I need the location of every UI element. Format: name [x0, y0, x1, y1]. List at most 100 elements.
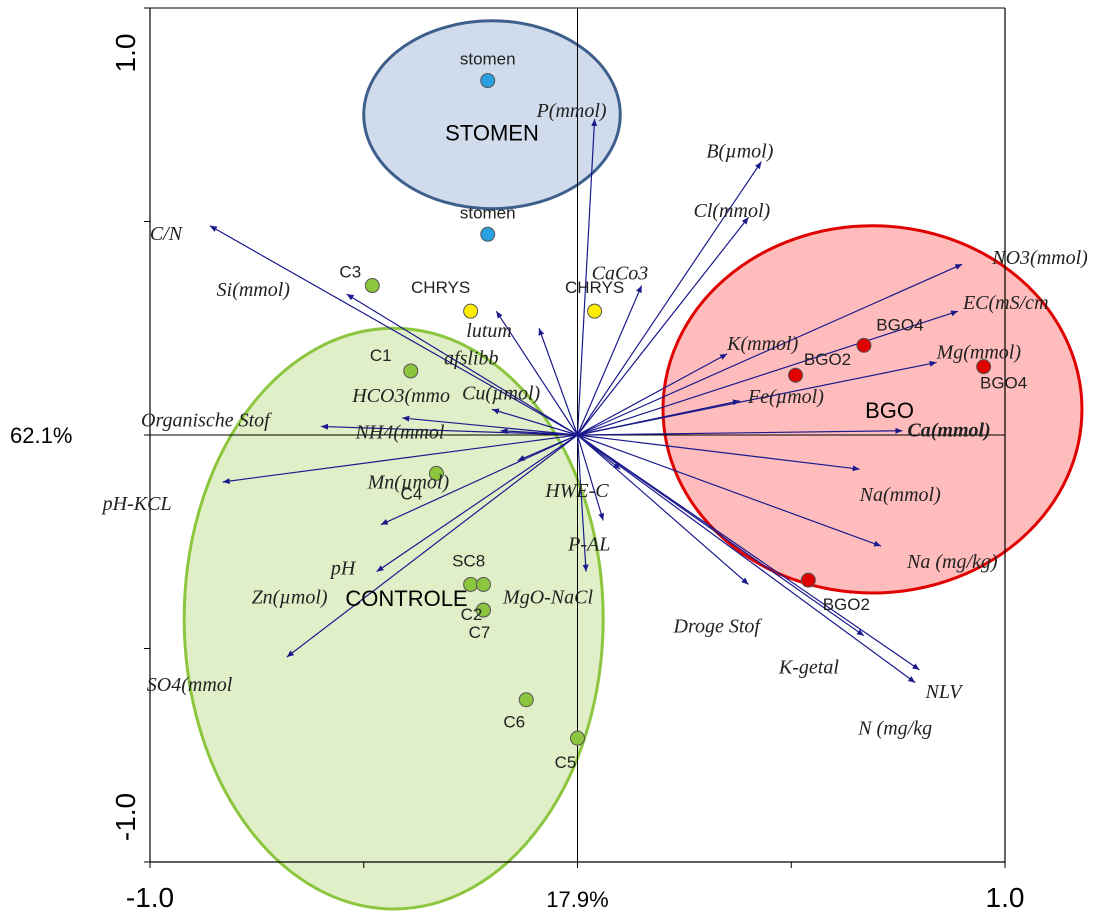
loading-label-no3-mmol: NO3(mmol) [991, 247, 1088, 269]
loading-label-caco3: CaCo3 [592, 263, 649, 285]
loading-label-k-mmol: K(mmol) [726, 333, 798, 355]
sample-point-bgo2 [800, 572, 816, 588]
loading-arrow-fe-mol [577, 399, 741, 436]
group-label-controle: CONTROLE [345, 586, 467, 611]
loading-arrow-p-al [576, 434, 605, 521]
sample-point-c3 [364, 278, 380, 294]
loading-arrow-afslibb [538, 328, 579, 436]
loading-label-afslibb: afslibb [444, 347, 498, 369]
loading-arrow-ec-ms-cm [577, 310, 959, 436]
loading-arrow-c-n [209, 225, 578, 436]
sample-point-bgo4 [976, 359, 992, 375]
sample-label-sc8: SC8 [452, 551, 485, 570]
sample-label-bgo2: BGO2 [823, 595, 870, 614]
sample-point-c4 [428, 465, 444, 481]
loading-label-ph-kcl: pH-KCL [101, 493, 172, 515]
loading-arrow-k-mmol [577, 353, 728, 436]
loading-arrow-hco3-mmo [402, 415, 578, 436]
sample-point-bgo2 [788, 367, 804, 383]
loading-label-zn-mol: Zn(µmol) [252, 587, 328, 609]
loading-arrow-so4-mmol [286, 434, 578, 658]
loading-arrow-mgo-nacl [576, 434, 589, 572]
loading-label-mgo-nacl: MgO-NaCl [502, 587, 593, 609]
loading-label-p-al: P-AL [567, 533, 610, 555]
sample-label-c4: C4 [401, 484, 423, 503]
loading-label-na-mmol: Na(mmol) [859, 484, 941, 506]
loading-label-cl-mmol: Cl(mmol) [694, 200, 771, 222]
loading-arrow-b-mol [577, 161, 762, 436]
loading-label-lutum: lutum [466, 320, 512, 342]
sample-label-c2: C2 [461, 605, 483, 624]
loading-label-k-getal: K-getal [778, 657, 839, 679]
sample-label-chrys: CHRYS [565, 278, 624, 297]
group-label-stomen: STOMEN [445, 120, 539, 145]
loading-arrow-lutum [495, 310, 579, 436]
sample-point-chrys [587, 303, 603, 319]
sample-label-c5: C5 [555, 753, 577, 772]
loading-label-nh4-mmol: NH4(mmol [355, 422, 445, 444]
sample-points [364, 73, 992, 746]
loading-arrow-ca-mmol [577, 427, 903, 436]
x-axis-variance-label: 17.9% [546, 887, 608, 912]
sample-label-stomen: stomen [460, 203, 516, 222]
loading-arrow-nlv [577, 434, 920, 671]
loading-label-n-mg-kg: N (mg/kg [857, 718, 932, 740]
x-tick-label-max: 1.0 [986, 882, 1025, 913]
sample-label-c1: C1 [370, 346, 392, 365]
loading-arrow-cl-mmol [577, 216, 749, 436]
group-label-bgo: BGO [865, 398, 914, 423]
loading-arrow-n-mg-kg [577, 434, 916, 684]
loading-label-droge-stof: Droge Stof [673, 615, 763, 637]
sample-point-c6 [518, 692, 534, 708]
loading-arrow-caco3 [576, 285, 643, 436]
sample-point-stomen [480, 73, 496, 89]
loading-label-hco3-mmo: HCO3(mmo [351, 385, 450, 407]
loading-label-c-n: C/N [150, 223, 184, 245]
loading-label-mg-mmol: Mg(mmol) [936, 341, 1022, 363]
loading-label-ca-mmol: Ca(mmol) [907, 420, 990, 442]
sample-label-chrys: CHRYS [411, 278, 470, 297]
loading-arrow-cu-mol [491, 408, 578, 436]
loading-label-fe-mol: Fe(µmol) [747, 386, 824, 408]
sample-point-c5 [570, 730, 585, 746]
loading-arrow-no3-mmol [577, 263, 963, 436]
y-tick-label-min: -1.0 [110, 793, 141, 841]
text-labels: P(mmol) B(µmol) Cl(mmol) C/N NO3(mmol) EC(mS/… [10, 34, 1088, 913]
sample-point-bgo4 [856, 337, 872, 353]
loading-label-cu-mol: Cu(µmol) [462, 382, 541, 404]
loading-arrow-zn-mol [376, 434, 578, 573]
sample-label-c3: C3 [339, 263, 361, 282]
loading-arrow-droge-stof [577, 434, 749, 585]
loading-label-ec-ms-cm: EC(mS/cm [962, 292, 1049, 314]
sample-point-chrys [463, 303, 479, 319]
loading-arrow-na-mg-kg [577, 434, 882, 547]
loading-arrow-organische-stof [320, 423, 578, 436]
sample-label-bgo4: BGO4 [980, 374, 1027, 393]
loading-arrow-si-mmol [346, 293, 578, 436]
loading-label-mn-mol: Mn(µmol) [367, 472, 450, 494]
loading-label-organische-stof: Organische Stof [141, 409, 272, 431]
loading-label-hwe-c: HWE-C [544, 480, 609, 502]
sample-label-c7: C7 [469, 623, 491, 642]
sample-point-c7 [475, 602, 491, 618]
sample-label-stomen: stomen [460, 50, 516, 69]
loading-label-na-mg-kg: Na (mg/kg) [906, 551, 998, 573]
sample-point-stomen [480, 226, 496, 242]
loading-arrow-ph-kcl [222, 434, 578, 485]
y-tick-label-max: 1.0 [110, 34, 141, 73]
x-tick-label-min: -1.0 [126, 882, 174, 913]
sample-point-controle [475, 576, 491, 592]
loading-label-p-mmol: P(mmol) [536, 100, 607, 122]
group-ellipses [182, 19, 1084, 911]
loading-label-ph: pH [329, 558, 357, 580]
ellipse-stomen [362, 19, 622, 211]
loading-arrow-p-mmol [576, 118, 598, 436]
loading-label-nlv: NLV [925, 681, 965, 703]
loading-arrow-na-mmol [577, 434, 860, 472]
sample-label-bgo4: BGO4 [876, 315, 923, 334]
sample-label-c6: C6 [503, 713, 525, 732]
sample-point-c1 [403, 363, 419, 379]
loading-arrow-ph [380, 434, 578, 526]
ellipse-bgo [661, 224, 1084, 595]
